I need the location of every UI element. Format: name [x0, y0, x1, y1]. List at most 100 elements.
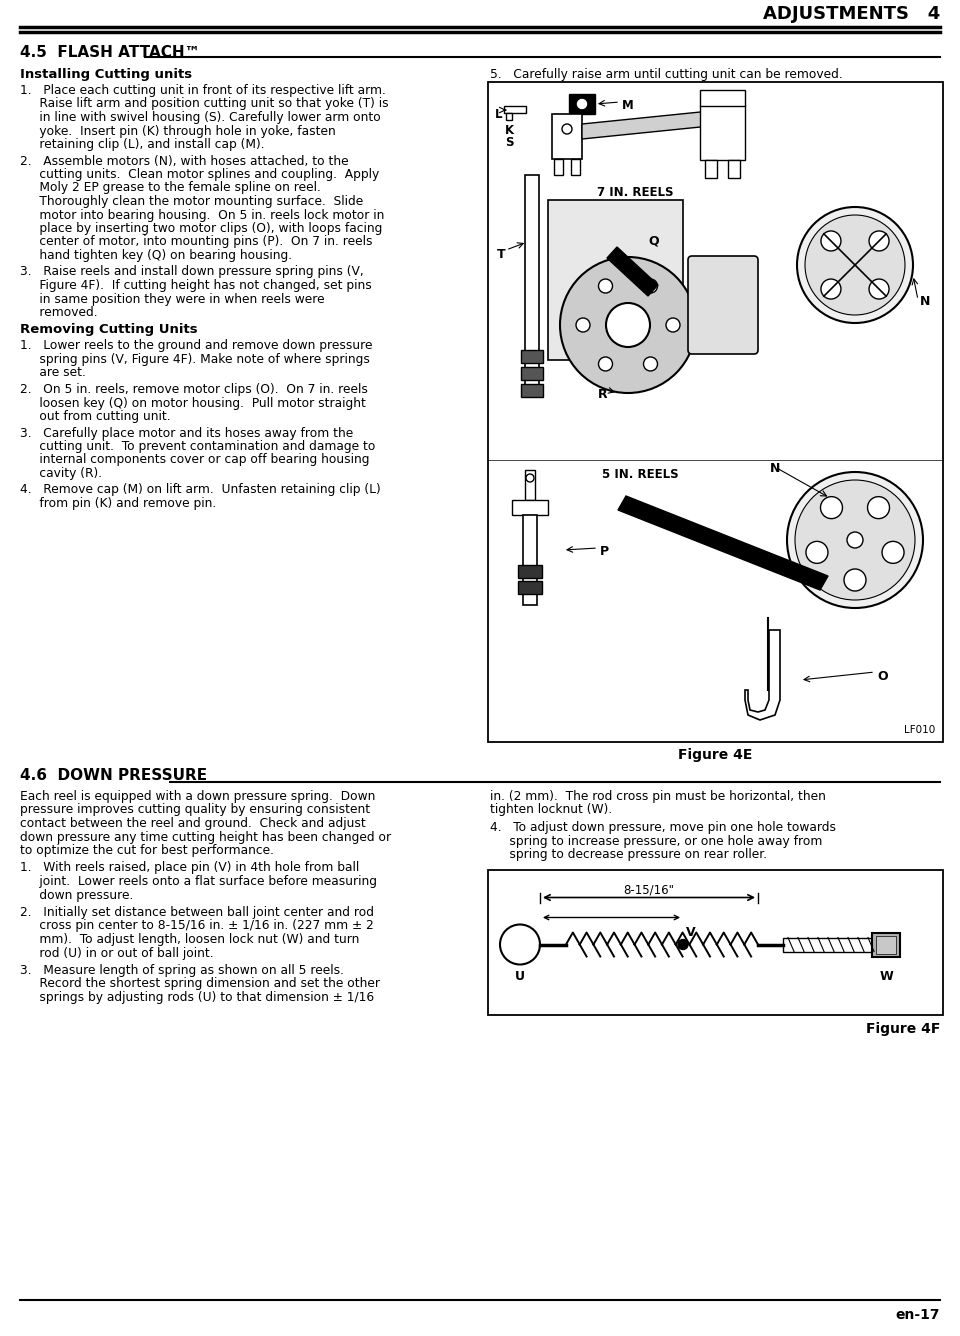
Circle shape	[576, 318, 590, 333]
Text: 1.   Place each cutting unit in front of its respective lift arm.: 1. Place each cutting unit in front of i…	[20, 84, 386, 98]
Text: Q: Q	[648, 235, 659, 248]
Bar	[569, 94, 595, 114]
Circle shape	[560, 257, 696, 393]
Text: O: O	[877, 669, 888, 683]
Text: place by inserting two motor clips (O), with loops facing: place by inserting two motor clips (O), …	[20, 222, 382, 235]
Circle shape	[598, 279, 612, 293]
Text: down pressure any time cutting height has been changed or: down pressure any time cutting height ha…	[20, 831, 391, 843]
Text: 2.   On 5 in. reels, remove motor clips (O).  On 7 in. reels: 2. On 5 in. reels, remove motor clips (O…	[20, 383, 368, 395]
Bar	[571, 159, 580, 175]
Text: K: K	[505, 124, 515, 138]
Circle shape	[869, 279, 889, 299]
Text: cutting unit.  To prevent contamination and damage to: cutting unit. To prevent contamination a…	[20, 440, 375, 453]
Bar	[525, 175, 539, 390]
Text: Figure 4E: Figure 4E	[678, 748, 753, 762]
Text: Figure 4F).  If cutting height has not changed, set pins: Figure 4F). If cutting height has not ch…	[20, 279, 372, 293]
Circle shape	[578, 99, 587, 108]
Text: P: P	[600, 545, 610, 558]
Bar	[521, 383, 543, 397]
Bar	[504, 106, 526, 114]
Text: spring pins (V, Figure 4F). Make note of where springs: spring pins (V, Figure 4F). Make note of…	[20, 353, 370, 366]
Circle shape	[821, 231, 841, 251]
Text: 7 IN. REELS: 7 IN. REELS	[597, 186, 673, 199]
Circle shape	[797, 207, 913, 323]
Text: 5 IN. REELS: 5 IN. REELS	[602, 468, 679, 481]
Circle shape	[643, 279, 658, 293]
Text: 4.   To adjust down pressure, move pin one hole towards: 4. To adjust down pressure, move pin one…	[490, 822, 836, 834]
Bar	[876, 935, 896, 954]
Text: Record the shortest spring dimension and set the other: Record the shortest spring dimension and…	[20, 978, 380, 990]
Text: N: N	[920, 295, 930, 309]
Text: V: V	[686, 926, 696, 939]
Text: cross pin center to 8-15/16 in. ± 1/16 in. (227 mm ± 2: cross pin center to 8-15/16 in. ± 1/16 i…	[20, 919, 373, 933]
Circle shape	[844, 569, 866, 591]
Text: Removing Cutting Units: Removing Cutting Units	[20, 323, 198, 337]
Text: 2.   Initially set distance between ball joint center and rod: 2. Initially set distance between ball j…	[20, 906, 374, 919]
Text: cutting units.  Clean motor splines and coupling.  Apply: cutting units. Clean motor splines and c…	[20, 168, 379, 180]
Text: L: L	[494, 108, 502, 122]
Bar	[700, 106, 745, 160]
Polygon shape	[582, 110, 730, 139]
Circle shape	[678, 939, 688, 950]
Bar	[783, 938, 873, 951]
Bar	[548, 200, 683, 359]
Text: to optimize the cut for best performance.: to optimize the cut for best performance…	[20, 844, 274, 856]
Circle shape	[526, 474, 534, 482]
Text: pressure improves cutting quality by ensuring consistent: pressure improves cutting quality by ens…	[20, 803, 371, 816]
Circle shape	[500, 925, 540, 965]
Circle shape	[882, 541, 904, 564]
Text: 4.   Remove cap (M) on lift arm.  Unfasten retaining clip (L): 4. Remove cap (M) on lift arm. Unfasten …	[20, 484, 381, 497]
Text: M: M	[622, 99, 634, 112]
Text: center of motor, into mounting pins (P).  On 7 in. reels: center of motor, into mounting pins (P).…	[20, 235, 372, 248]
Text: U: U	[515, 970, 525, 982]
Circle shape	[598, 357, 612, 371]
Text: in line with swivel housing (S). Carefully lower arm onto: in line with swivel housing (S). Careful…	[20, 111, 381, 124]
Polygon shape	[745, 631, 780, 720]
Text: internal components cover or cap off bearing housing: internal components cover or cap off bea…	[20, 453, 370, 466]
Bar	[728, 160, 740, 178]
Text: LF010: LF010	[903, 725, 935, 735]
Bar	[506, 114, 512, 120]
Circle shape	[869, 231, 889, 251]
Text: Each reel is equipped with a down pressure spring.  Down: Each reel is equipped with a down pressu…	[20, 790, 375, 803]
Bar	[525, 470, 535, 500]
Bar	[488, 81, 943, 741]
Text: loosen key (Q) on motor housing.  Pull motor straight: loosen key (Q) on motor housing. Pull mo…	[20, 397, 366, 410]
Text: Installing Cutting units: Installing Cutting units	[20, 68, 192, 81]
Text: out from cutting unit.: out from cutting unit.	[20, 410, 171, 424]
Text: 3.   Carefully place motor and its hoses away from the: 3. Carefully place motor and its hoses a…	[20, 426, 353, 440]
Polygon shape	[618, 496, 828, 591]
Text: in same position they were in when reels were: in same position they were in when reels…	[20, 293, 324, 306]
Circle shape	[821, 497, 843, 518]
Text: 1.   Lower reels to the ground and remove down pressure: 1. Lower reels to the ground and remove …	[20, 339, 372, 353]
Text: springs by adjusting rods (U) to that dimension ± 1/16: springs by adjusting rods (U) to that di…	[20, 991, 374, 1003]
Text: hand tighten key (Q) on bearing housing.: hand tighten key (Q) on bearing housing.	[20, 248, 292, 262]
Bar	[512, 500, 548, 514]
Circle shape	[562, 124, 572, 134]
Text: down pressure.: down pressure.	[20, 888, 133, 902]
FancyBboxPatch shape	[688, 257, 758, 354]
Text: 4.5  FLASH ATTACH™: 4.5 FLASH ATTACH™	[20, 45, 200, 60]
Text: removed.: removed.	[20, 306, 98, 319]
Circle shape	[795, 480, 915, 600]
Bar	[554, 159, 563, 175]
Text: N: N	[770, 462, 780, 476]
Circle shape	[643, 357, 658, 371]
Text: retaining clip (L), and install cap (M).: retaining clip (L), and install cap (M).	[20, 138, 265, 151]
Bar	[523, 514, 537, 605]
Circle shape	[805, 215, 905, 315]
Text: are set.: are set.	[20, 366, 85, 379]
Text: 3.   Measure length of spring as shown on all 5 reels.: 3. Measure length of spring as shown on …	[20, 965, 344, 977]
Text: ADJUSTMENTS   4: ADJUSTMENTS 4	[763, 5, 940, 23]
Text: rod (U) in or out of ball joint.: rod (U) in or out of ball joint.	[20, 946, 214, 959]
Text: 8-15/16": 8-15/16"	[623, 883, 675, 896]
Text: en-17: en-17	[896, 1308, 940, 1323]
Text: Thoroughly clean the motor mounting surface.  Slide: Thoroughly clean the motor mounting surf…	[20, 195, 363, 208]
Text: 1.   With reels raised, place pin (V) in 4th hole from ball: 1. With reels raised, place pin (V) in 4…	[20, 862, 359, 875]
Text: Raise lift arm and position cutting unit so that yoke (T) is: Raise lift arm and position cutting unit…	[20, 98, 389, 111]
Circle shape	[787, 472, 923, 608]
Text: joint.  Lower reels onto a flat surface before measuring: joint. Lower reels onto a flat surface b…	[20, 875, 377, 888]
Text: motor into bearing housing.  On 5 in. reels lock motor in: motor into bearing housing. On 5 in. ree…	[20, 208, 384, 222]
Polygon shape	[607, 247, 658, 297]
Text: yoke.  Insert pin (K) through hole in yoke, fasten: yoke. Insert pin (K) through hole in yok…	[20, 124, 336, 138]
